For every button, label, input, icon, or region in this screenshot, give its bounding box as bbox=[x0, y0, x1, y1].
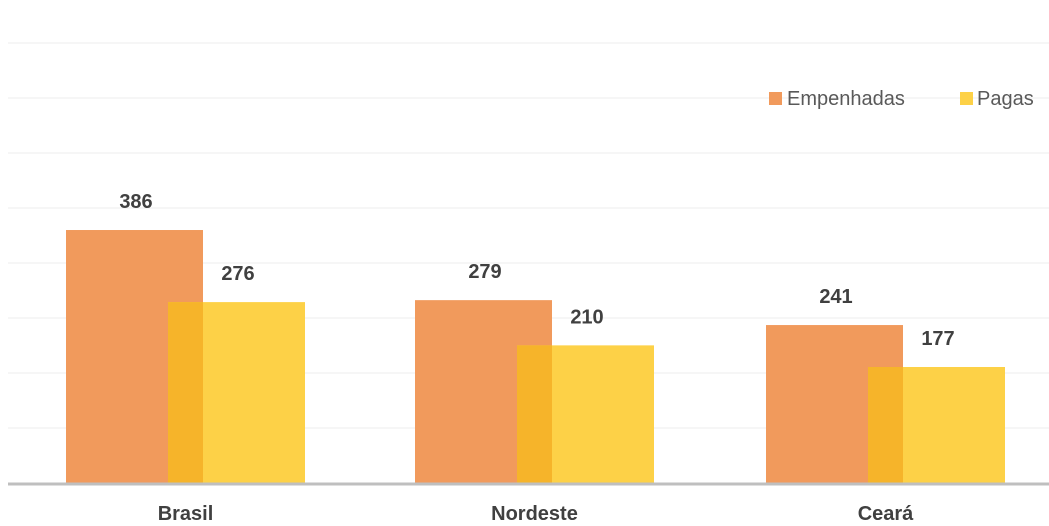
data-labels: 386 276 279 210 241 177 bbox=[119, 191, 954, 350]
value-label-empenhadas-1: 279 bbox=[468, 261, 501, 283]
bar-overlap-2 bbox=[868, 366, 903, 483]
category-labels: Brasil Nordeste Ceará bbox=[158, 503, 914, 525]
value-label-empenhadas-2: 241 bbox=[819, 286, 852, 308]
bar-overlap-0 bbox=[168, 302, 203, 483]
category-label-0: Brasil bbox=[158, 503, 214, 525]
category-label-1: Nordeste bbox=[491, 503, 578, 525]
legend-swatch-pagas bbox=[960, 92, 973, 105]
legend-label-pagas: Pagas bbox=[977, 88, 1034, 110]
legend-label-empenhadas: Empenhadas bbox=[787, 88, 905, 110]
value-label-pagas-1: 210 bbox=[570, 306, 603, 328]
value-label-pagas-0: 276 bbox=[221, 263, 254, 285]
bar-overlap-1 bbox=[517, 345, 552, 483]
value-label-pagas-2: 177 bbox=[921, 328, 954, 350]
legend: Empenhadas Pagas bbox=[769, 88, 1034, 110]
bars bbox=[66, 230, 1005, 483]
legend-swatch-empenhadas bbox=[769, 92, 782, 105]
value-label-empenhadas-0: 386 bbox=[119, 191, 152, 213]
category-label-2: Ceará bbox=[858, 503, 914, 525]
